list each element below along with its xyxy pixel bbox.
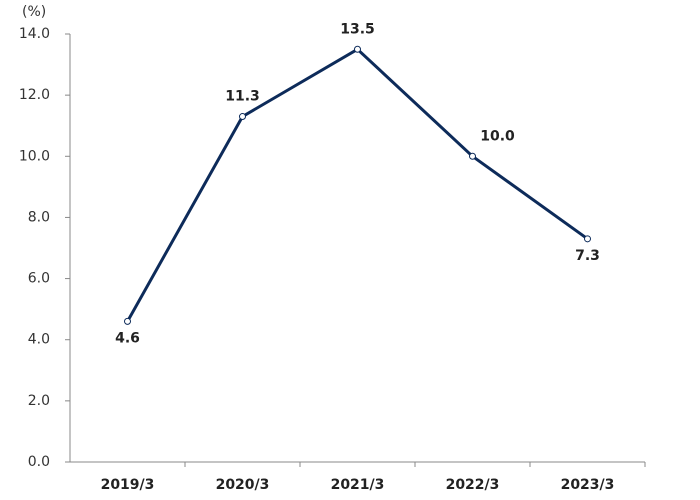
y-tick-label: 12.0 <box>19 87 50 103</box>
point-marker <box>239 113 246 121</box>
y-tick-label: 8.0 <box>28 209 50 225</box>
y-tick-label: 6.0 <box>28 271 50 287</box>
point-marker <box>124 317 131 325</box>
y-tick-label: 14.0 <box>19 26 50 42</box>
y-axis-unit: (%) <box>22 4 46 20</box>
point-marker <box>584 235 591 243</box>
data-label: 13.5 <box>340 21 375 37</box>
y-tick-label: 2.0 <box>28 393 50 409</box>
data-label: 4.6 <box>115 330 140 346</box>
x-tick-label: 2022/3 <box>446 477 500 493</box>
data-label: 11.3 <box>225 89 260 105</box>
x-tick-label: 2020/3 <box>216 477 270 493</box>
data-label: 7.3 <box>575 248 600 264</box>
y-tick-label: 10.0 <box>19 148 50 164</box>
point-marker <box>469 152 476 160</box>
point-marker <box>354 45 361 53</box>
x-tick-label: 2019/3 <box>101 477 155 493</box>
y-tick-label: 4.0 <box>28 332 50 348</box>
data-label: 10.0 <box>480 128 515 144</box>
x-tick-label: 2023/3 <box>561 477 615 493</box>
line <box>126 47 589 323</box>
x-tick-label: 2021/3 <box>331 477 385 493</box>
y-tick-label: 0.0 <box>28 454 50 470</box>
